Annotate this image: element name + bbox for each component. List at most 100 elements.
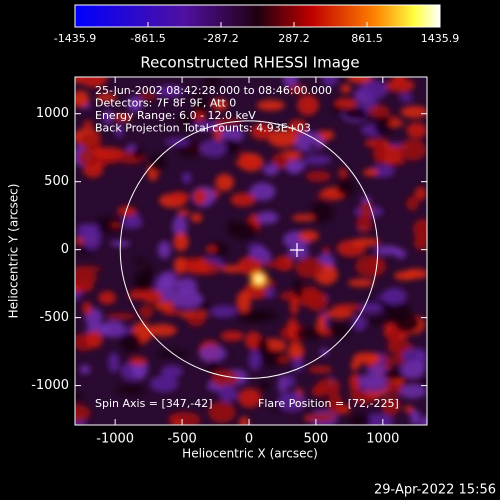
- texture-blob: [340, 404, 351, 414]
- texture-blob: [210, 305, 238, 318]
- texture-blob: [127, 95, 143, 113]
- texture-blob: [116, 384, 145, 395]
- annotation: Detectors: 7F 8F 9F, Att 0: [95, 97, 236, 110]
- texture-blob: [169, 191, 190, 203]
- texture-blob: [308, 143, 318, 151]
- texture-blob: [404, 405, 414, 413]
- texture-blob: [171, 289, 203, 309]
- y-tick-label: 0: [61, 242, 69, 257]
- texture-blob: [277, 355, 291, 364]
- texture-blob: [374, 245, 402, 256]
- texture-blob: [178, 113, 197, 128]
- colorbar-tick-label: -287.2: [203, 32, 238, 45]
- texture-blob: [79, 132, 102, 150]
- texture-blob: [355, 255, 386, 278]
- texture-blob: [168, 413, 182, 424]
- texture-blob: [82, 301, 92, 315]
- texture-blob: [215, 173, 234, 192]
- texture-blob: [132, 147, 144, 159]
- texture-blob: [311, 385, 327, 397]
- texture-blob: [220, 127, 245, 142]
- texture-blob: [352, 314, 367, 332]
- texture-blob: [420, 416, 427, 425]
- texture-blob: [321, 77, 338, 87]
- texture-blob: [79, 77, 108, 88]
- texture-blob: [352, 352, 381, 365]
- texture-blob: [307, 412, 336, 422]
- texture-blob: [291, 214, 315, 222]
- texture-blob: [413, 235, 427, 251]
- texture-blob: [385, 78, 415, 93]
- bright-core: [255, 275, 263, 283]
- texture-blob: [363, 168, 379, 177]
- texture-blob: [256, 99, 285, 111]
- texture-blob: [114, 124, 124, 138]
- texture-blob: [368, 104, 390, 118]
- texture-blob: [127, 290, 147, 300]
- texture-blob: [192, 94, 210, 115]
- colorbar-tick-label: 287.2: [278, 32, 310, 45]
- texture-blob: [173, 256, 187, 275]
- annotation: Energy Range: 6.0 - 12.0 keV: [95, 109, 256, 122]
- texture-blob: [321, 246, 331, 255]
- texture-blob: [235, 157, 261, 169]
- texture-blob: [206, 360, 220, 373]
- texture-blob: [348, 413, 371, 425]
- texture-blob: [199, 139, 227, 158]
- texture-blob: [251, 253, 267, 261]
- texture-blob: [357, 374, 388, 386]
- texture-blob: [164, 137, 191, 146]
- texture-blob: [334, 97, 358, 109]
- texture-blob: [268, 129, 298, 148]
- texture-blob: [372, 142, 385, 164]
- texture-blob: [288, 245, 310, 259]
- texture-blob: [231, 221, 258, 240]
- colorbar: [74, 4, 441, 28]
- texture-blob: [75, 404, 91, 422]
- texture-blob: [154, 300, 175, 311]
- texture-blob: [310, 201, 333, 223]
- texture-blob: [78, 148, 99, 167]
- texture-blob: [156, 85, 184, 98]
- texture-blob: [190, 213, 203, 223]
- texture-blob: [248, 349, 261, 371]
- texture-blob: [328, 392, 343, 414]
- texture-blob: [236, 290, 251, 313]
- texture-blob: [350, 360, 360, 371]
- texture-blob: [148, 154, 167, 172]
- texture-blob: [368, 317, 395, 325]
- texture-blob: [134, 270, 152, 292]
- texture-blob: [86, 330, 103, 349]
- texture-blob: [249, 309, 278, 322]
- texture-blob: [212, 98, 228, 111]
- texture-blob: [359, 79, 388, 100]
- texture-blob: [106, 313, 136, 320]
- texture-blob: [271, 153, 290, 169]
- texture-blob: [288, 119, 308, 135]
- texture-blob: [332, 303, 363, 311]
- texture-blob: [360, 201, 373, 219]
- plot-frame: [74, 76, 428, 426]
- texture-blob: [159, 271, 178, 289]
- texture-blob: [338, 167, 348, 178]
- texture-blob: [388, 120, 405, 127]
- texture-blob: [147, 324, 177, 337]
- texture-blob: [205, 245, 217, 253]
- x-tick-label: 1000: [366, 432, 399, 447]
- texture-blob: [138, 92, 157, 100]
- texture-blob: [199, 345, 227, 363]
- texture-blob: [284, 374, 296, 388]
- texture-blob: [295, 257, 325, 278]
- texture-blob: [321, 130, 335, 140]
- texture-blob: [400, 105, 427, 119]
- texture-blob: [356, 214, 373, 233]
- texture-blob: [351, 238, 380, 247]
- texture-blob: [256, 211, 279, 224]
- texture-blob: [277, 391, 306, 412]
- texture-blob: [83, 120, 93, 129]
- y-tick-label: -1000: [31, 378, 69, 393]
- annotation: 25-Jun-2002 08:42:28.000 to 08:46:00.000: [95, 84, 332, 97]
- texture-blob: [141, 289, 163, 303]
- texture-blob: [265, 286, 275, 299]
- texture-blob: [100, 320, 126, 338]
